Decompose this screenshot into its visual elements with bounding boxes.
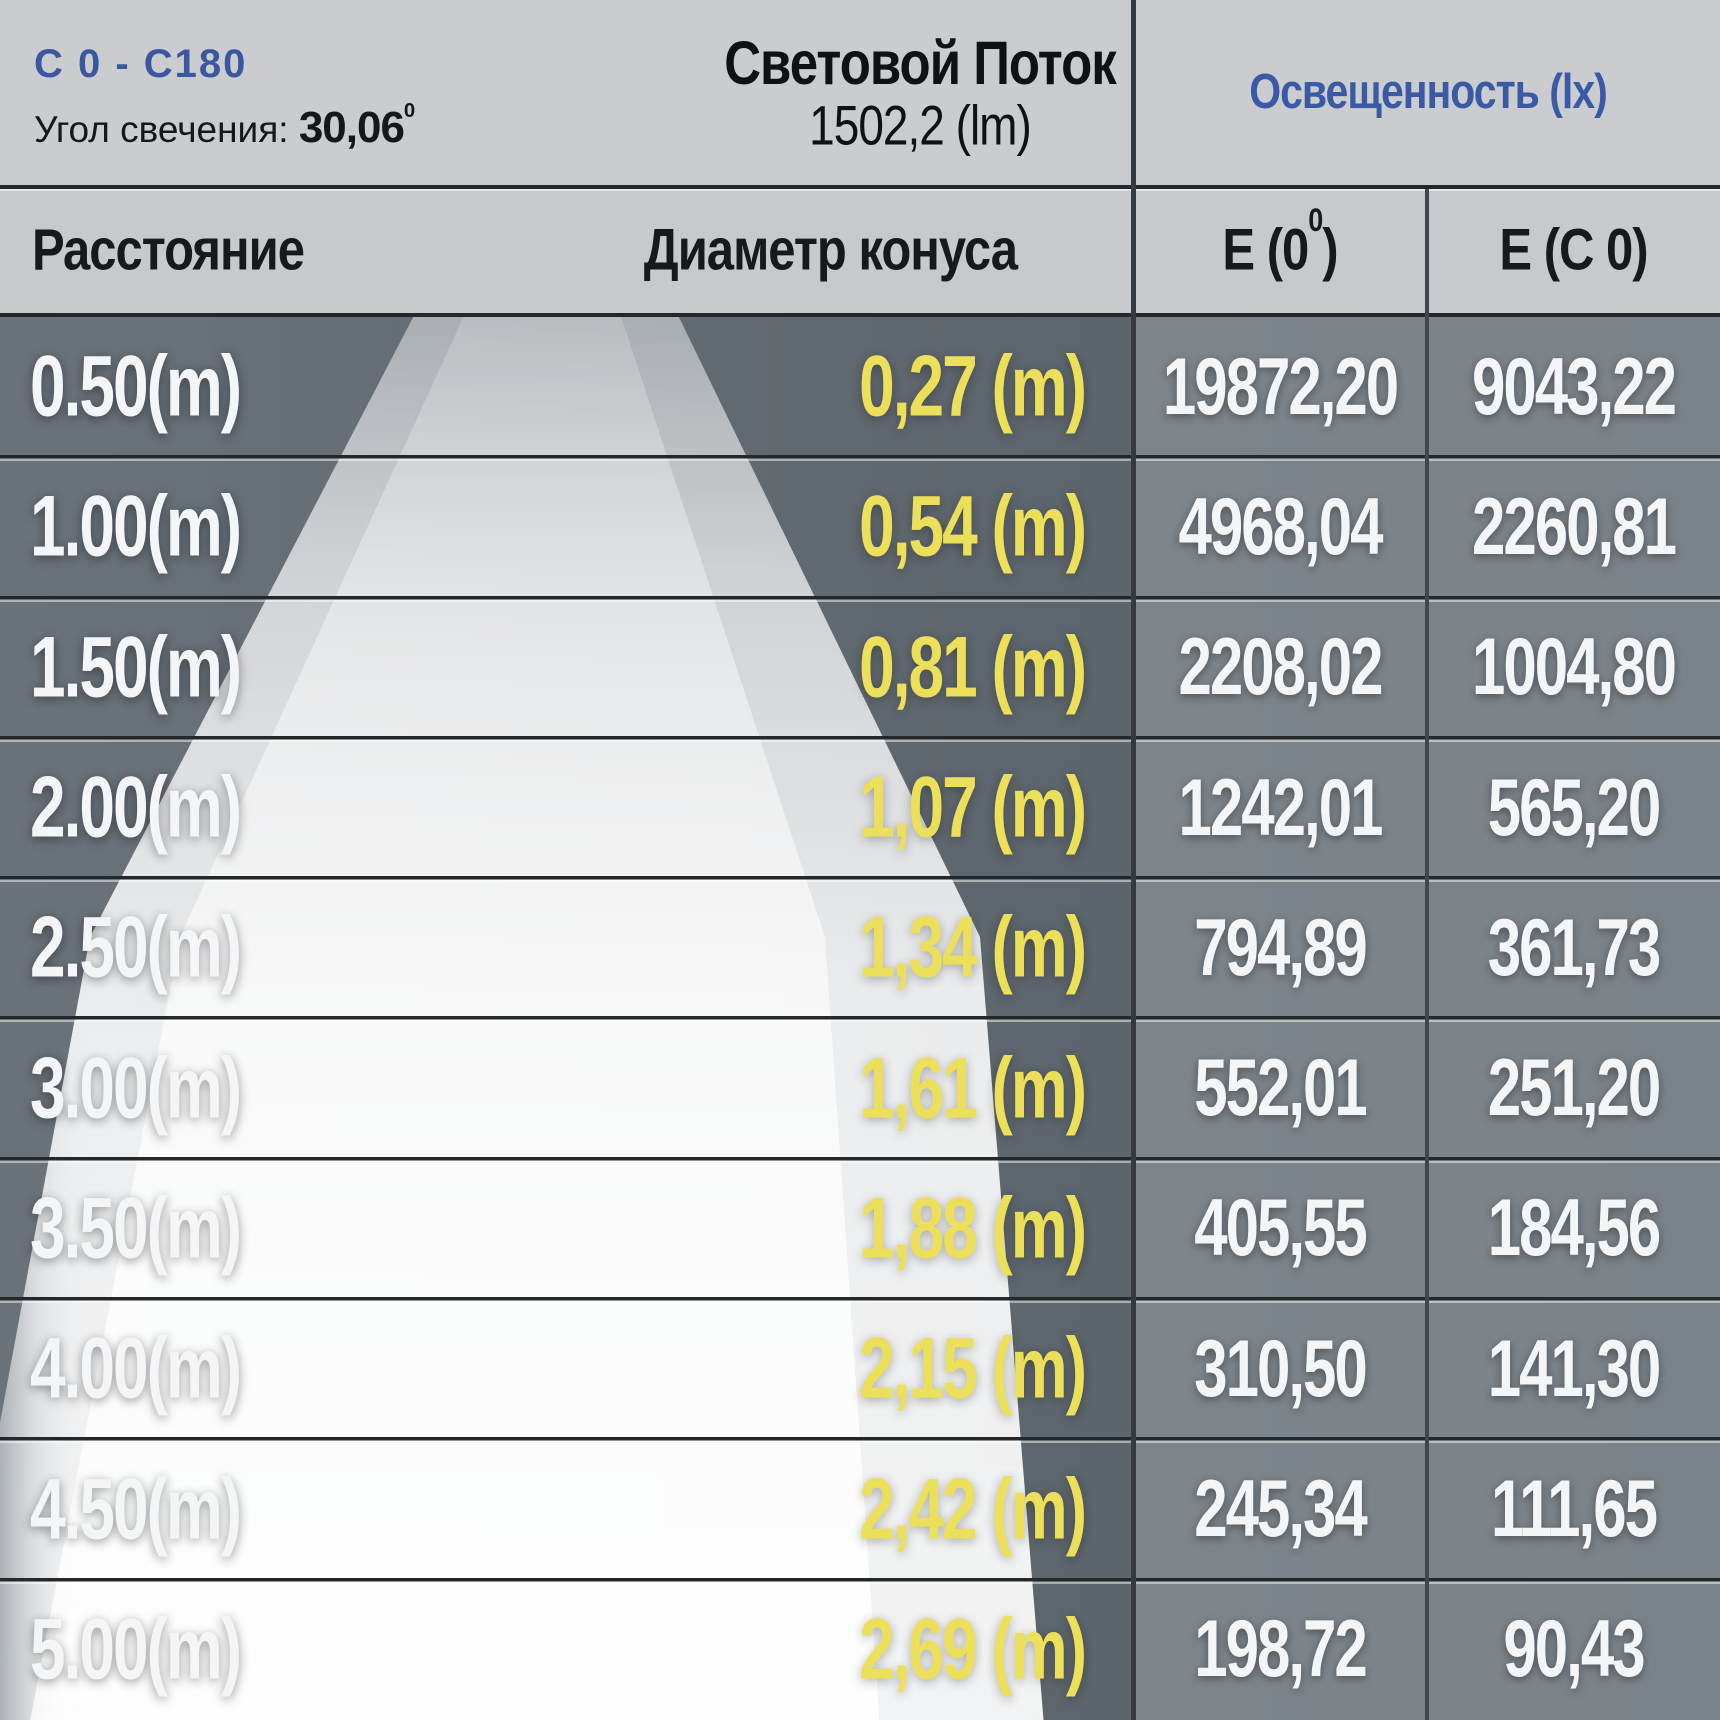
e0-cell: 19872,20 [1162,340,1399,432]
e0-cell: 2208,02 [1178,621,1384,712]
cone-diameter-cell: 0,27 (m) [859,337,1087,435]
column-header-cone-diameter: Диаметр конуса [643,218,1018,283]
c-plane-label: C 0 - C180 [34,42,248,86]
table-row: 0.50(m) 0,27 (m) 19872,20 9043,22 [0,317,1720,457]
column-header-row: Расстояние Диаметр конуса E (00) E (C 0) [0,189,1720,313]
table-row: 3.50(m) 1,88 (m) 405,55 184,56 [0,1156,1720,1299]
column-header-distance: Расстояние [32,218,305,283]
table-row: 1.50(m) 0,81 (m) 2208,02 1004,80 [0,595,1720,738]
beam-angle-line: Угол свечения: 30,060 [34,100,416,153]
distance-cell: 1.50(m) [30,617,242,716]
ec0-cell: 111,65 [1491,1463,1658,1554]
e0-cell: 794,89 [1194,901,1368,993]
ec0-cell: 141,30 [1487,1322,1662,1414]
ec0-cell: 361,73 [1487,901,1662,993]
cone-diameter-cell: 1,07 (m) [859,758,1087,856]
cone-diameter-cell: 1,88 (m) [859,1179,1087,1277]
e-columns-divider [1425,189,1429,1720]
ec0-cell: 1004,80 [1472,621,1677,712]
e0-cell: 198,72 [1194,1603,1368,1694]
distance-cell: 4.00(m) [30,1319,242,1417]
ec0-cell: 565,20 [1487,761,1662,853]
distance-cell: 3.50(m) [30,1179,242,1277]
e0-cell: 310,50 [1194,1322,1368,1414]
distance-cell: 2.50(m) [30,898,242,996]
beam-angle-value: 30,06 [298,103,405,152]
beam-angle-label: Угол свечения: [34,109,289,150]
plane-angle-block: C 0 - C180 Угол свечения: 30,060 [34,42,415,153]
illuminance-header: Освещенность (lx) [1249,63,1608,120]
cone-diameter-cell: 2,15 (m) [859,1319,1087,1417]
table-row: 4.00(m) 2,15 (m) 310,50 141,30 [0,1297,1720,1439]
column-header-e0: E (00) [1222,202,1338,283]
table-row: 1.00(m) 0,54 (m) 4968,04 2260,81 [0,455,1720,597]
header-divider-highlight [0,189,1720,191]
luminous-flux-block: Световой Поток 1502,2 (lm) [670,28,1170,157]
distance-cell: 4.50(m) [30,1459,242,1557]
table-row: 3.00(m) 1,61 (m) 552,01 251,20 [0,1016,1720,1158]
cone-diameter-cell: 0,54 (m) [859,477,1087,575]
distance-cell: 0.50(m) [30,337,242,435]
e0-superscript: 0 [1308,202,1323,239]
e0-cell: 552,01 [1194,1042,1368,1133]
e0-cell: 245,34 [1194,1463,1368,1554]
cone-diameter-cell: 2,42 (m) [859,1459,1087,1557]
subheader-divider-line [0,313,1720,317]
distance-cell: 1.00(m) [30,477,242,575]
main-vertical-divider [1131,0,1136,1720]
table-row: 2.50(m) 1,34 (m) 794,89 361,73 [0,876,1720,1018]
cone-diameter-cell: 1,34 (m) [859,898,1087,996]
distance-cell: 5.00(m) [30,1599,242,1698]
luminous-flux-title: Световой Поток [724,28,1117,98]
cone-diameter-cell: 0,81 (m) [859,617,1087,716]
cone-diameter-cell: 1,61 (m) [859,1038,1087,1136]
column-header-ec0: E (C 0) [1499,218,1648,283]
cone-diameter-cell: 2,69 (m) [859,1599,1087,1698]
data-table: 0.50(m) 0,27 (m) 19872,20 9043,22 1.00(m… [0,317,1720,1720]
e0-cell: 4968,04 [1178,481,1384,572]
degree-superscript: 0 [403,100,416,123]
ec0-cell: 90,43 [1503,1603,1645,1694]
e0-cell: 1242,01 [1178,761,1384,853]
ec0-cell: 2260,81 [1472,481,1677,572]
header-divider-line [0,185,1720,189]
ec0-cell: 251,20 [1487,1042,1662,1133]
ec0-cell: 184,56 [1487,1182,1662,1273]
table-row: 2.00(m) 1,07 (m) 1242,01 565,20 [0,735,1720,878]
luminous-flux-value: 1502,2 (lm) [809,94,1032,157]
distance-cell: 2.00(m) [30,758,242,856]
header-band [0,0,1720,185]
ec0-cell: 9043,22 [1472,340,1677,432]
e0-cell: 405,55 [1194,1182,1368,1273]
table-row: 5.00(m) 2,69 (m) 198,72 90,43 [0,1577,1720,1720]
table-row: 4.50(m) 2,42 (m) 245,34 111,65 [0,1437,1720,1579]
distance-cell: 3.00(m) [30,1038,242,1136]
